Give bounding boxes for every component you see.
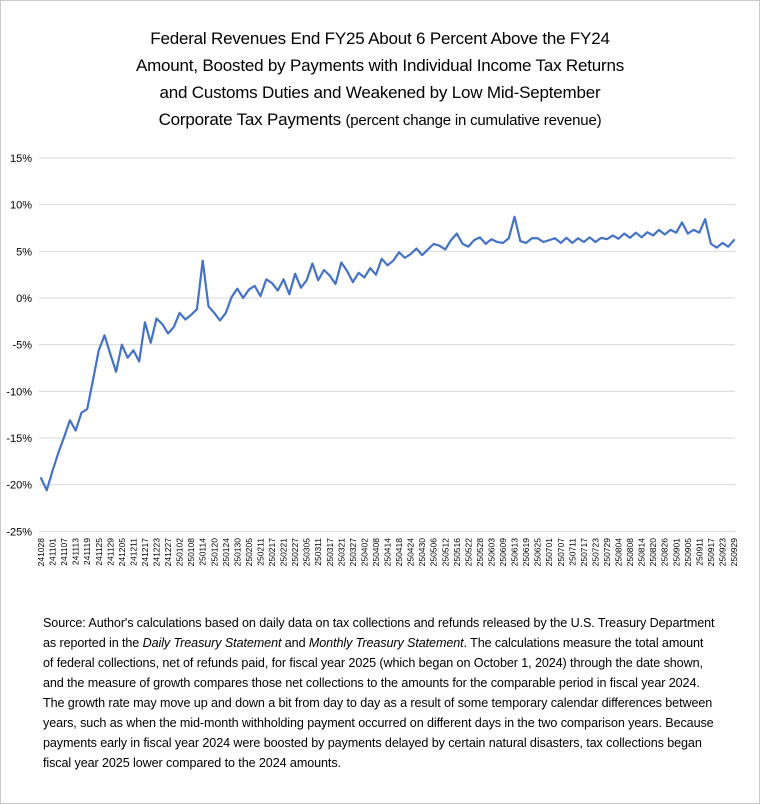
chart-title-line-4-main: Corporate Tax Payments: [158, 110, 346, 129]
y-tick-label: -15%: [6, 433, 32, 445]
chart-title: Federal Revenues End FY25 About 6 Percen…: [1, 25, 759, 134]
source-text-suffix: . The calculations measure the total amo…: [43, 636, 714, 770]
chart-title-line-4: Corporate Tax Payments (percent change i…: [1, 106, 759, 134]
x-tick-label: 250619: [521, 538, 531, 567]
x-tick-label: 250826: [660, 538, 670, 567]
x-tick-label: 241129: [105, 538, 115, 566]
x-tick-label: 241227: [163, 538, 173, 567]
x-tick-label: 250911: [694, 538, 704, 566]
x-tick-label: 250820: [648, 538, 658, 567]
x-tick-label: 241107: [59, 538, 69, 566]
x-tick-label: 250108: [186, 538, 196, 567]
source-italic-monthly-treasury-statement: Monthly Treasury Statement: [308, 636, 464, 650]
x-tick-label: 250130: [232, 538, 242, 567]
x-tick-label: 241211: [128, 538, 138, 566]
chart-title-line-2: Amount, Boosted by Payments with Individ…: [135, 56, 625, 75]
x-tick-label: 250717: [579, 538, 589, 567]
y-tick-label: -20%: [6, 480, 32, 492]
x-tick-label: 250613: [510, 538, 520, 567]
chart-title-line-3: and Customs Duties and Weakened by Low M…: [159, 83, 601, 102]
x-tick-label: 250701: [544, 538, 554, 567]
x-tick-label: 250516: [452, 538, 462, 567]
x-tick-label: 250929: [729, 538, 739, 567]
x-tick-label: 250528: [475, 538, 485, 567]
x-tick-label: 250321: [336, 538, 346, 567]
x-tick-label: 250603: [486, 538, 496, 567]
x-tick-label: 250609: [498, 538, 508, 567]
x-tick-label: 250729: [602, 538, 612, 567]
x-tick-label: 241223: [152, 538, 162, 567]
y-tick-label: 5%: [16, 246, 32, 258]
revenue-line: [39, 215, 736, 492]
x-tick-label: 250707: [556, 538, 566, 567]
source-italic-daily-treasury-statement: Daily Treasury Statement: [142, 636, 282, 650]
x-tick-label: 250506: [429, 538, 439, 567]
x-tick-label: 250512: [440, 538, 450, 567]
x-tick-label: 250808: [625, 538, 635, 567]
x-tick-label: 250114: [198, 538, 208, 566]
x-tick-label: 250814: [637, 538, 647, 567]
x-tick-label: 241125: [94, 538, 104, 566]
x-tick-label: 250804: [614, 538, 624, 567]
line-chart: 15% 10% 5% 0% -5% -10% -15% -20% -25% 241028 24110…: [1, 138, 759, 603]
source-text-prefix: Source: Author's calculations based on d…: [43, 616, 715, 650]
x-tick-label: 250414: [383, 538, 393, 567]
x-tick-label: 250205: [244, 538, 254, 567]
x-tick-label: 250917: [706, 538, 716, 567]
x-tick-label: 250311: [313, 538, 323, 566]
x-tick-label: 250227: [290, 538, 300, 567]
chart-title-line-1: Federal Revenues End FY25 About 6 Percen…: [150, 29, 610, 48]
x-tick-label: 250723: [590, 538, 600, 567]
x-tick-label: 250522: [463, 538, 473, 567]
revenue-chart-svg: 15%10%5%0%-5%-10%-15%-20%-25%241028 24110…: [6, 153, 739, 567]
x-tick-label: 241119: [82, 538, 92, 565]
x-tick-label: 250418: [394, 538, 404, 567]
x-tick-label: 250424: [406, 538, 416, 567]
x-tick-label: 250102: [175, 538, 185, 567]
x-tick-label: 241101: [48, 538, 58, 566]
x-tick-label: 250305: [302, 538, 312, 567]
x-tick-label: 250923: [717, 538, 727, 567]
x-tick-label: 250327: [348, 538, 358, 567]
x-tick-label: 250905: [683, 538, 693, 567]
source-text-mid: and: [281, 636, 309, 650]
x-tick-label: 250408: [371, 538, 381, 567]
source-note: Source: Author's calculations based on d…: [43, 613, 717, 773]
x-tick-label: 250430: [417, 538, 427, 567]
y-tick-label: -25%: [6, 526, 32, 538]
y-tick-label: 15%: [10, 153, 32, 165]
x-tick-label: 241217: [140, 538, 150, 567]
x-tick-label: 241205: [117, 538, 127, 567]
x-tick-label: 250120: [209, 538, 219, 567]
x-tick-label: 250317: [325, 538, 335, 567]
x-tick-label: 250211: [255, 538, 265, 566]
x-tick-label: 250711: [567, 538, 577, 566]
x-tick-label: 241113: [71, 538, 81, 565]
x-tick-label: 250402: [359, 538, 369, 567]
y-tick-label: -5%: [12, 340, 32, 352]
x-tick-label: 250221: [279, 538, 289, 567]
y-tick-label: -10%: [6, 386, 32, 398]
x-tick-label: 250901: [671, 538, 681, 567]
y-tick-label: 10%: [10, 200, 32, 212]
x-tick-label: 241028: [36, 538, 46, 567]
y-tick-label: 0%: [16, 293, 32, 305]
x-tick-label: 250625: [533, 538, 543, 567]
x-tick-label: 250124: [221, 538, 231, 567]
chart-title-parenthetical: (percent change in cumulative revenue): [345, 112, 602, 129]
x-tick-label: 250217: [267, 538, 277, 567]
